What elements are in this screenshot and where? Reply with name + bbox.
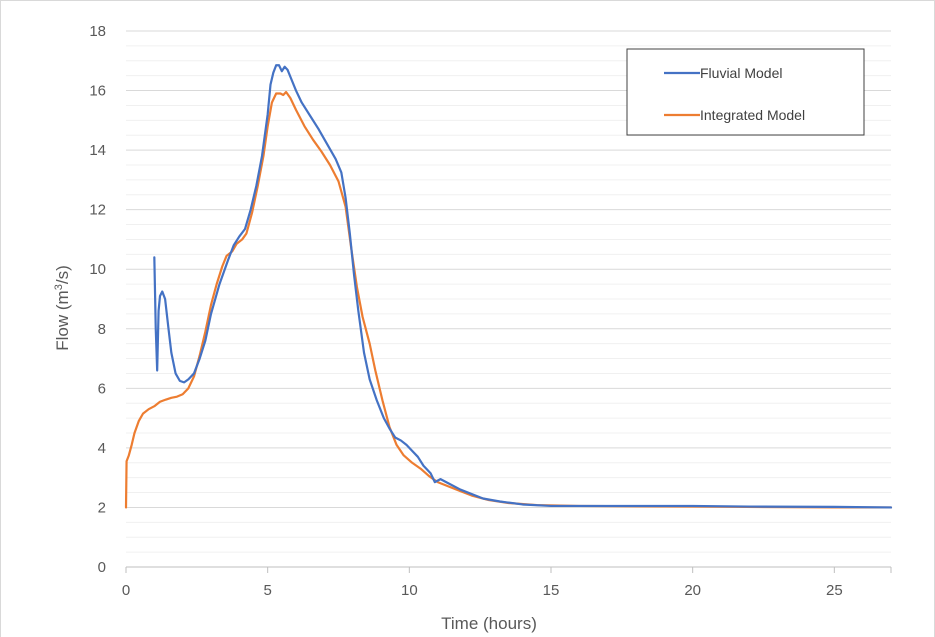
y-tick-label: 10: [89, 261, 106, 278]
x-tick-label: 15: [543, 582, 560, 599]
x-tick-label: 0: [122, 582, 130, 599]
y-tick-label: 14: [89, 142, 106, 159]
y-axis-title-main: Flow (m: [53, 290, 72, 350]
x-tick-label: 10: [401, 582, 418, 599]
y-tick-label: 0: [98, 559, 106, 576]
x-tick-labels: 0 5 10 15 20 25: [122, 582, 843, 599]
y-tick-label: 6: [98, 380, 106, 397]
x-tick-label: 20: [684, 582, 701, 599]
legend-label-fluvial: Fluvial Model: [700, 65, 782, 81]
x-axis-title: Time (hours): [441, 614, 537, 633]
y-tick-label: 2: [98, 499, 106, 516]
y-axis-title: Flow (m3/s): [53, 265, 72, 350]
y-tick-label: 12: [89, 202, 106, 219]
legend: Fluvial Model Integrated Model: [626, 48, 865, 136]
x-tick-label: 25: [826, 582, 843, 599]
y-tick-label: 4: [98, 440, 106, 457]
axes: [125, 566, 892, 573]
y-tick-label: 18: [89, 23, 106, 40]
series-layer: [124, 64, 893, 509]
series-line-fluvial-model: [153, 64, 893, 509]
y-axis-title-sup: 3: [53, 284, 65, 290]
series-line-integrated-model: [124, 90, 893, 509]
y-tick-label: 16: [89, 83, 106, 100]
y-axis-title-tail: /s): [53, 265, 72, 284]
legend-box: [626, 48, 865, 136]
legend-label-integrated: Integrated Model: [700, 107, 805, 123]
x-tick-label: 5: [263, 582, 271, 599]
y-tick-label: 8: [98, 321, 106, 338]
y-tick-labels: 0 2 4 6 8 10 12 14 16 18: [89, 23, 106, 576]
